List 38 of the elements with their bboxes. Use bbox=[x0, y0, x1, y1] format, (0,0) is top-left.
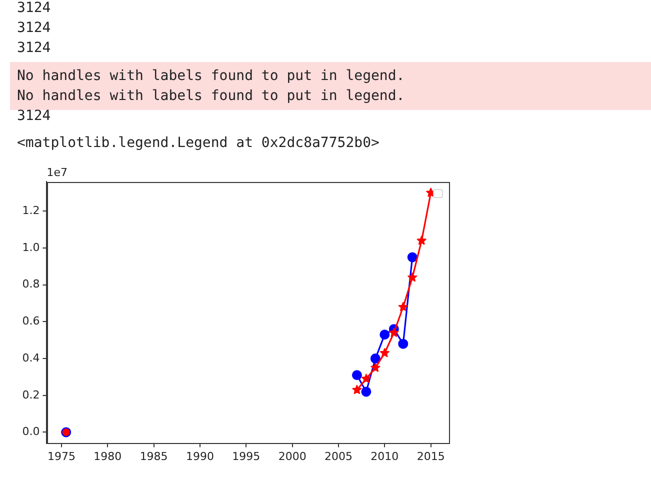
y-tick-label: 0.8 bbox=[22, 278, 40, 291]
text: No handles with labels found to put in legend. bbox=[17, 87, 405, 106]
point bbox=[380, 348, 390, 358]
text: <matplotlib.legend.Legend at 0x2dc8a7752b0> bbox=[17, 134, 380, 153]
y-tick-label: 1.0 bbox=[22, 240, 40, 254]
point bbox=[380, 330, 390, 340]
text: 3124 bbox=[17, 107, 51, 126]
y-tick-label: 0.0 bbox=[22, 425, 40, 438]
point bbox=[398, 302, 408, 312]
y-tick-label: 0.6 bbox=[22, 314, 40, 328]
x-tick-label: 1975 bbox=[47, 450, 76, 463]
point bbox=[352, 370, 362, 380]
point bbox=[407, 252, 418, 262]
point bbox=[370, 362, 380, 372]
point bbox=[416, 236, 426, 245]
y-tick-label: 0.4 bbox=[22, 351, 40, 364]
x-tick-label: 2005 bbox=[324, 450, 352, 463]
x-tick-label: 1995 bbox=[232, 450, 260, 463]
point bbox=[389, 328, 399, 337]
x-tick-label: 2000 bbox=[278, 450, 306, 463]
x-tick-label: 1980 bbox=[94, 450, 122, 463]
text: No handles with labels found to put in legend. bbox=[17, 67, 405, 86]
x-tick-label: 1990 bbox=[186, 450, 214, 463]
x-tick-label: 1985 bbox=[140, 450, 168, 463]
point bbox=[361, 374, 371, 383]
x-tick-label: 2015 bbox=[416, 450, 445, 463]
point bbox=[361, 386, 372, 397]
y-tick-label: 1.2 bbox=[22, 204, 40, 218]
point bbox=[408, 272, 418, 282]
point bbox=[398, 338, 408, 349]
text: 3124 bbox=[17, 19, 51, 38]
text: 1e7 bbox=[46, 166, 68, 180]
point bbox=[370, 354, 380, 364]
text: 3124 bbox=[17, 0, 51, 18]
x-tick-label: 2010 bbox=[370, 450, 399, 463]
point bbox=[352, 384, 362, 394]
text: 3124 bbox=[17, 39, 51, 58]
y-tick-label: 0.2 bbox=[22, 388, 40, 402]
